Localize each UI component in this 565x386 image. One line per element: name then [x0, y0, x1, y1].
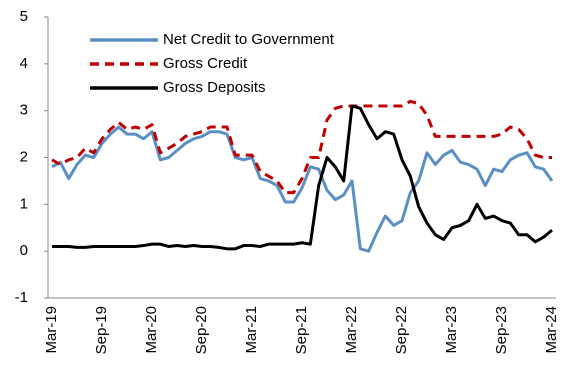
x-tick-label: Sep-22	[393, 306, 410, 354]
x-tick-label: Mar-20	[143, 306, 160, 354]
y-tick-label: -1	[15, 289, 28, 306]
x-tick-label: Mar-21	[243, 306, 260, 354]
series-line	[51, 99, 552, 195]
x-tick-label: Sep-19	[93, 306, 110, 354]
legend-label: Net Credit to Government	[163, 31, 335, 48]
y-tick-label: 0	[20, 242, 28, 259]
x-tick-label: Sep-21	[293, 306, 310, 354]
y-tick-label: 2	[20, 148, 28, 165]
x-tick-label: Sep-23	[493, 306, 510, 354]
x-tick-label: Mar-22	[343, 306, 360, 354]
series-line	[51, 125, 554, 253]
y-tick-label: 3	[20, 102, 28, 119]
x-tick-label: Mar-19	[43, 306, 60, 354]
x-tick-label: Sep-20	[193, 306, 210, 354]
y-tick-label: 4	[20, 55, 28, 72]
series-line	[52, 104, 553, 251]
x-tick-label: Mar-24	[543, 306, 560, 354]
legend-label: Gross Deposits	[163, 79, 266, 96]
y-tick-label: 1	[20, 195, 28, 212]
y-tick-label: 5	[20, 8, 28, 25]
legend-label: Gross Credit	[163, 55, 248, 72]
x-tick-label: Mar-23	[443, 306, 460, 354]
